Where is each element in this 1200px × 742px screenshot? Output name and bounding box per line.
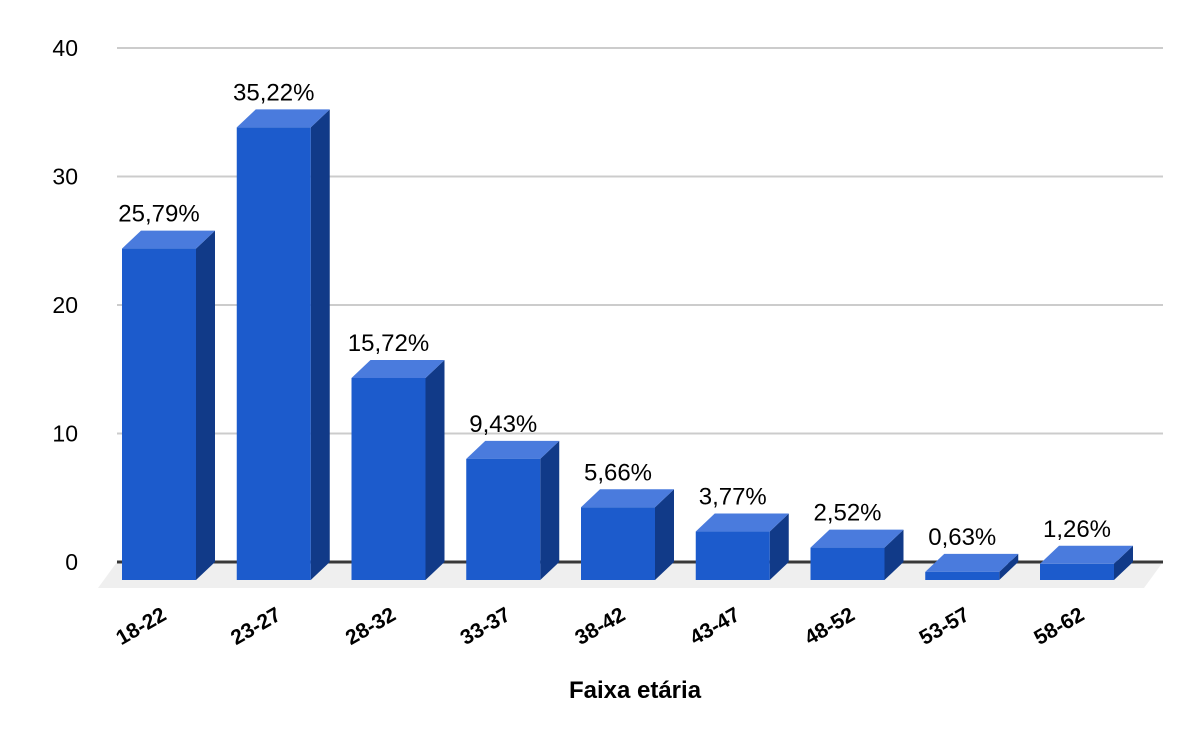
bar-48-52[interactable] bbox=[810, 529, 904, 580]
x-axis-category-label: 53-57 bbox=[915, 603, 973, 650]
bar-value-label: 0,63% bbox=[928, 524, 996, 551]
x-axis-category-label: 28-32 bbox=[342, 603, 400, 650]
bar-value-label: 25,79% bbox=[118, 201, 199, 228]
bar-value-label: 3,77% bbox=[699, 484, 767, 511]
bar-front-face bbox=[695, 531, 770, 580]
y-axis-tick-label: 0 bbox=[65, 549, 78, 575]
bar-38-42[interactable] bbox=[581, 489, 674, 580]
bar-value-label: 15,72% bbox=[348, 330, 429, 357]
bar-front-face bbox=[1040, 563, 1114, 580]
x-axis-category-label: 48-52 bbox=[801, 603, 859, 650]
bar-front-face bbox=[581, 507, 655, 580]
x-axis-category-label: 18-22 bbox=[112, 603, 170, 650]
bar-33-37[interactable] bbox=[466, 440, 560, 580]
bar-side-face bbox=[655, 489, 674, 580]
x-axis-category-label: 23-27 bbox=[227, 603, 285, 650]
bar-front-face bbox=[466, 458, 541, 580]
bar-top-face bbox=[925, 553, 1019, 572]
x-axis-category-label: 43-47 bbox=[686, 603, 744, 650]
bar-23-27[interactable] bbox=[236, 109, 330, 580]
bar-front-face bbox=[236, 127, 311, 580]
y-axis-tick-label: 10 bbox=[52, 421, 78, 447]
bar-58-62[interactable] bbox=[1040, 545, 1133, 580]
bar-side-face bbox=[999, 553, 1019, 580]
bar-28-32[interactable] bbox=[351, 359, 445, 580]
bar-top-face bbox=[351, 359, 445, 378]
bar-53-57[interactable] bbox=[925, 553, 1019, 580]
x-axis-category-label: 38-42 bbox=[571, 603, 629, 650]
bar-side-face bbox=[310, 109, 330, 580]
bar-value-label: 35,22% bbox=[233, 79, 314, 106]
bar-top-face bbox=[695, 513, 789, 532]
x-axis-title: Faixa etária bbox=[568, 677, 702, 704]
bar-value-label: 9,43% bbox=[469, 411, 537, 438]
x-axis-category-label: 58-62 bbox=[1030, 603, 1088, 650]
bar-value-label: 5,66% bbox=[584, 459, 652, 486]
y-axis-tick-label: 20 bbox=[52, 292, 78, 318]
bar-top-face bbox=[122, 230, 215, 249]
y-axis-tick-label: 30 bbox=[52, 164, 78, 190]
bar-top-face bbox=[810, 529, 904, 548]
bar-front-face bbox=[351, 377, 426, 580]
bar-value-label: 2,52% bbox=[813, 500, 881, 527]
bar-side-face bbox=[884, 529, 904, 580]
bar-side-face bbox=[425, 359, 445, 580]
y-axis-tick-label: 40 bbox=[52, 35, 78, 61]
x-axis-category-label: 33-37 bbox=[456, 603, 514, 650]
bar-side-face bbox=[769, 513, 789, 580]
bar-front-face bbox=[122, 248, 196, 580]
bar-side-face bbox=[1114, 545, 1133, 580]
bar-value-label: 1,26% bbox=[1043, 516, 1111, 543]
bar-top-face bbox=[581, 489, 674, 508]
bar-front-face bbox=[810, 547, 885, 580]
bar-top-face bbox=[236, 109, 330, 128]
bar-front-face bbox=[925, 571, 1000, 580]
bar-top-face bbox=[1040, 545, 1133, 564]
bar-43-47[interactable] bbox=[695, 513, 789, 580]
bar-top-face bbox=[466, 440, 560, 459]
bar-18-22[interactable] bbox=[122, 230, 215, 580]
bar-side-face bbox=[196, 230, 215, 580]
bar-side-face bbox=[540, 440, 560, 580]
